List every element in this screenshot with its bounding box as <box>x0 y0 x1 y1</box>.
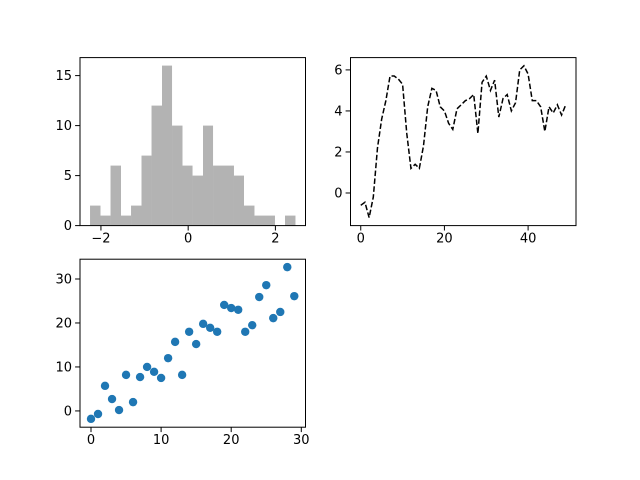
hist-bar <box>141 155 152 226</box>
scatter-point <box>269 313 278 323</box>
axes-frame <box>79 258 306 428</box>
scatter-point <box>248 320 257 330</box>
y-tick-label: 2 <box>334 145 342 160</box>
line-series <box>360 64 567 218</box>
scatter-point <box>128 397 138 407</box>
scatter-point <box>234 305 243 314</box>
hist-bar <box>131 205 142 226</box>
scatter-point <box>156 373 166 383</box>
x-tick-label: 20 <box>436 232 453 247</box>
scatter-point <box>142 362 152 372</box>
hist-bar <box>264 215 275 226</box>
hist-bar <box>223 165 234 226</box>
scatter-point <box>241 327 250 336</box>
x-tick-label: 20 <box>223 433 240 448</box>
x-tick-label: 0 <box>87 433 95 448</box>
scatter-point <box>100 381 110 391</box>
x-tick-label: 10 <box>153 433 170 448</box>
hist-bar <box>285 215 296 226</box>
hist-bar <box>121 215 132 226</box>
hist-bar <box>162 65 173 226</box>
scatter-point <box>191 339 201 349</box>
y-tick-label: 10 <box>55 119 72 134</box>
x-tick-label: 0 <box>184 232 192 247</box>
y-tick-label: 0 <box>334 186 342 201</box>
scatter-point <box>283 262 292 272</box>
hist-bar <box>213 165 224 226</box>
hist-bar <box>203 125 214 226</box>
scatter-point <box>276 307 285 317</box>
y-tick-label: 15 <box>55 69 72 84</box>
x-tick-label: −2 <box>91 232 110 247</box>
scatter-point <box>149 367 159 376</box>
scatter-point <box>290 291 299 301</box>
scatter-point <box>255 292 264 302</box>
scatter-point <box>114 405 124 415</box>
scatter-point <box>205 323 215 333</box>
y-tick-label: 10 <box>55 360 72 375</box>
scatter-point <box>212 327 222 336</box>
hist-bar <box>90 205 101 226</box>
scatter-point <box>107 394 117 404</box>
hist-bar <box>172 125 183 226</box>
scatter-point <box>177 370 187 380</box>
y-tick-label: 5 <box>64 169 72 184</box>
x-tick-label: 0 <box>357 232 365 247</box>
scatter-point <box>86 414 96 424</box>
hist-bar <box>192 175 203 226</box>
scatter-point <box>121 370 131 380</box>
scatter-point <box>262 280 271 290</box>
scatter-point <box>170 337 180 347</box>
scatter-point <box>163 353 173 363</box>
y-tick-label: 20 <box>55 316 72 331</box>
y-tick-label: 0 <box>64 404 72 419</box>
scatter-point <box>219 300 229 310</box>
y-tick-label: 6 <box>334 63 342 78</box>
y-tick-label: 30 <box>55 272 72 287</box>
x-tick-label: 30 <box>293 433 310 448</box>
scatter-point <box>93 409 103 419</box>
hist-bar <box>110 165 121 226</box>
y-tick-label: 0 <box>64 219 72 234</box>
scatter-point <box>135 372 145 382</box>
scatter-point <box>226 303 236 313</box>
x-tick-label: 2 <box>271 232 279 247</box>
axes-frame <box>350 57 577 227</box>
hist-bar <box>244 205 255 226</box>
x-tick-label: 40 <box>520 232 537 247</box>
y-tick-label: 4 <box>334 104 342 119</box>
scatter-point <box>198 319 208 329</box>
scatter-point <box>184 327 194 336</box>
hist-bar <box>100 215 111 226</box>
hist-bar <box>182 165 193 226</box>
hist-bar <box>151 105 162 226</box>
hist-bar <box>233 175 244 226</box>
axes-frame <box>79 57 306 227</box>
hist-bar <box>254 215 265 226</box>
